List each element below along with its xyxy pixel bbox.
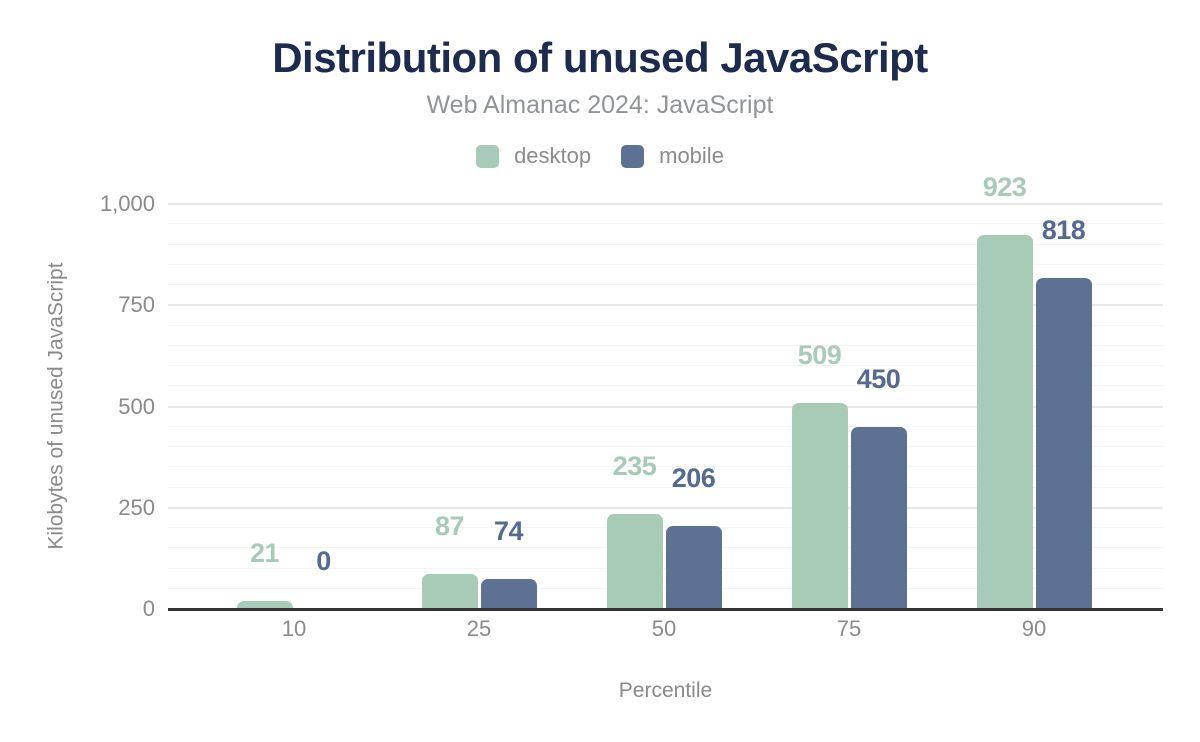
bar-mobile-p90 (1035, 277, 1092, 609)
major-gridline (168, 203, 1163, 205)
bar-value-label-desktop-p10: 21 (249, 537, 280, 568)
y-tick-label: 0 (142, 596, 155, 621)
bar-value-label-mobile-p90: 818 (1041, 214, 1086, 245)
legend-item-mobile: mobile (621, 143, 724, 169)
bar-value-label-mobile-p75: 450 (856, 363, 901, 394)
minor-gridline (168, 446, 1163, 447)
desktop-swatch-icon (476, 144, 500, 168)
legend: desktop mobile (0, 143, 1200, 169)
minor-gridline (168, 243, 1163, 245)
mobile-swatch-icon (621, 144, 645, 168)
major-gridline (168, 506, 1163, 509)
bar-desktop-p25 (421, 573, 478, 609)
bar-desktop-p75 (791, 402, 848, 609)
bar-value-label-desktop-p25: 87 (434, 510, 465, 541)
minor-gridline (168, 223, 1163, 225)
bar-desktop-p50 (606, 513, 663, 609)
major-gridline (168, 304, 1163, 307)
minor-gridline (168, 365, 1163, 366)
y-tick-label: 500 (118, 393, 155, 419)
y-tick-label: 1,000 (99, 191, 155, 216)
chart-subtitle: Web Almanac 2024: JavaScript (426, 91, 774, 119)
x-tick-label: 90 (1021, 616, 1047, 641)
bar-desktop-p10 (236, 600, 293, 609)
bar-desktop-p90 (976, 235, 1033, 609)
minor-gridline (168, 486, 1163, 488)
x-tick-label: 50 (651, 616, 677, 641)
bar-value-label-desktop-p90: 923 (982, 172, 1027, 203)
bar-value-label-mobile-p10: 0 (316, 546, 331, 576)
chart-title: Distribution of unused JavaScript (272, 34, 928, 81)
major-gridline (168, 405, 1163, 408)
legend-label-mobile: mobile (659, 143, 724, 168)
x-tick-label: 75 (836, 616, 862, 641)
minor-gridline (168, 284, 1163, 285)
bar-mobile-p50 (665, 525, 722, 609)
legend-item-desktop: desktop (476, 143, 591, 169)
x-tick-label: 10 (281, 616, 307, 641)
minor-gridline (168, 466, 1163, 468)
y-tick-label: 750 (118, 292, 155, 318)
bar-value-label-mobile-p50: 206 (671, 462, 716, 493)
minor-gridline (168, 263, 1163, 265)
x-axis-line (168, 608, 1163, 611)
bar-mobile-p75 (850, 426, 907, 609)
minor-gridline (168, 344, 1163, 346)
minor-gridline (168, 425, 1163, 427)
minor-gridline (168, 385, 1163, 387)
bar-mobile-p25 (480, 579, 537, 609)
bar-value-label-desktop-p75: 509 (797, 339, 842, 370)
bar-value-label-mobile-p25: 74 (493, 516, 524, 547)
plot-area: 21 87 235 509 923 0 74 206 450 818 (168, 174, 1163, 611)
y-tick-label: 250 (118, 494, 155, 520)
legend-label-desktop: desktop (514, 143, 592, 168)
x-axis-title: Percentile (618, 679, 713, 702)
x-tick-label: 25 (466, 616, 492, 641)
bar-value-label-desktop-p50: 235 (612, 450, 657, 481)
minor-gridline (168, 527, 1163, 528)
minor-gridline (168, 324, 1163, 326)
